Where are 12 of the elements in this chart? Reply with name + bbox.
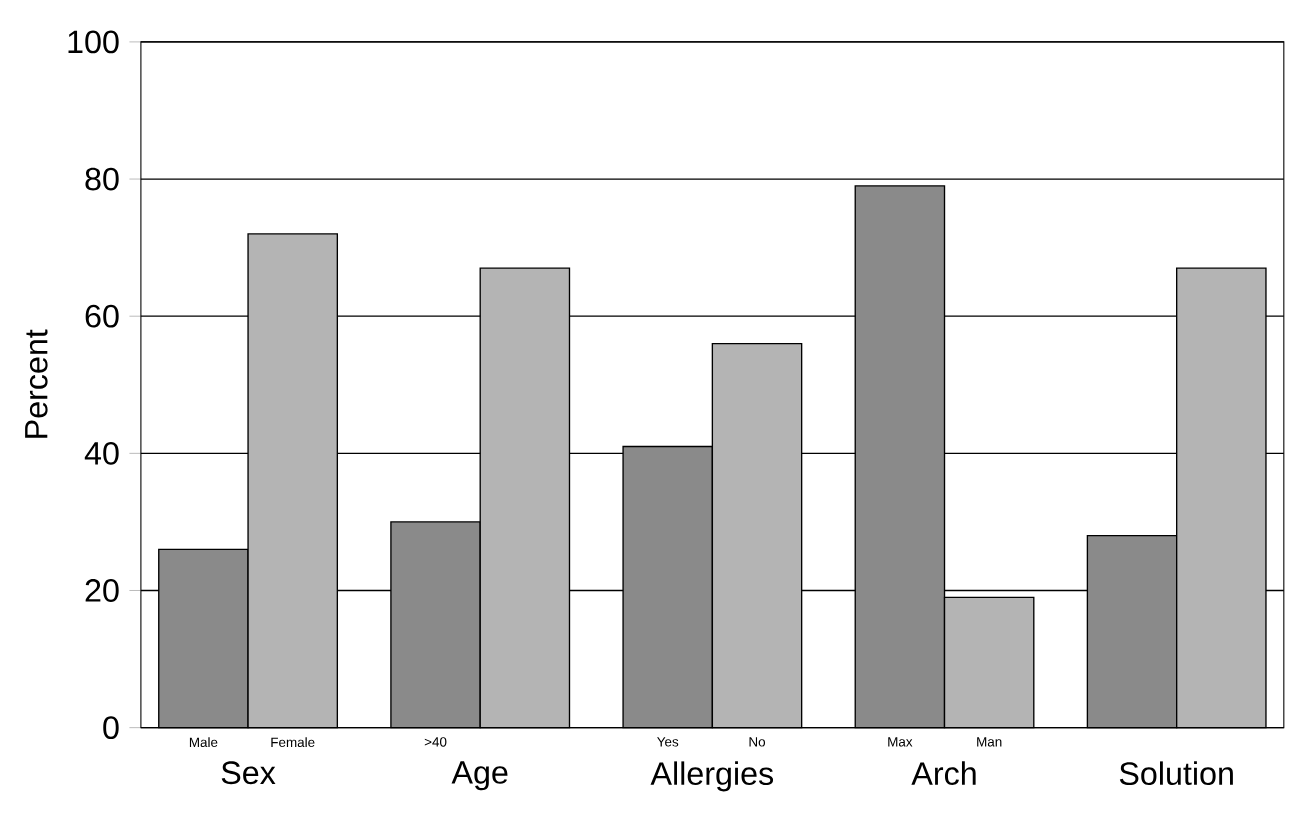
y-tick-label: 80 bbox=[85, 167, 119, 191]
y-axis-title: Percent bbox=[25, 329, 48, 438]
text: Solution bbox=[1119, 761, 1233, 785]
y-tick-label: 20 bbox=[85, 578, 119, 602]
y-tick-label: 60 bbox=[85, 304, 119, 328]
text: Age bbox=[451, 761, 508, 791]
y-tick-label: 0 bbox=[103, 715, 119, 739]
text: Arch bbox=[911, 761, 976, 785]
text: Allergies bbox=[650, 761, 774, 792]
y-tick-label: 100 bbox=[68, 30, 119, 54]
y-tick-label: 40 bbox=[84, 441, 119, 465]
text: Sex bbox=[221, 761, 276, 784]
